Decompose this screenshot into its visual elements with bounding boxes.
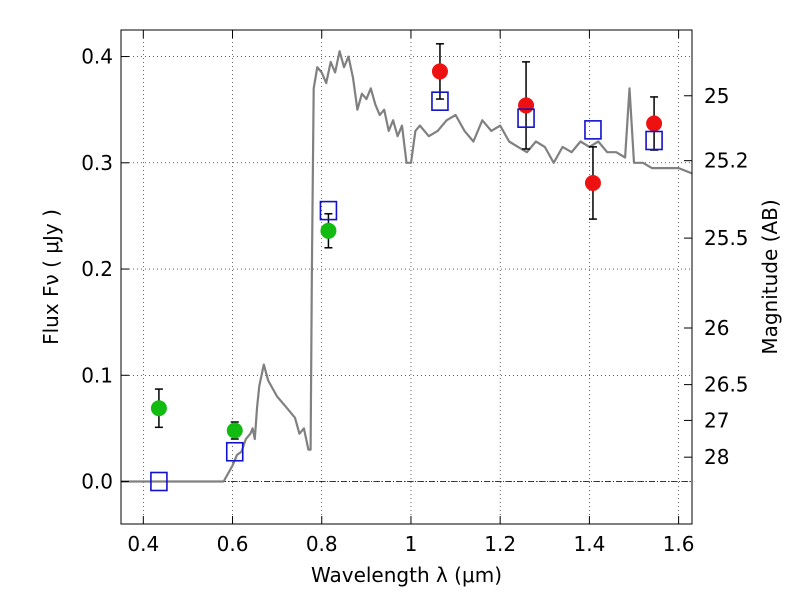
- red-circle-marker: [518, 97, 535, 114]
- photometry-markers-layer: [150, 43, 663, 492]
- mag-tick-label: 25.5: [704, 226, 749, 250]
- y-tick-label: 0.0: [81, 470, 113, 494]
- template-spectrum-layer: [121, 50, 693, 483]
- mag-tick-label: 28: [704, 445, 729, 469]
- red-circle-marker: [646, 115, 663, 132]
- x-tick-label: 0.6: [217, 532, 249, 556]
- x-tick-label: 1.4: [573, 532, 605, 556]
- model-square-marker: [645, 130, 663, 151]
- model-square-marker: [584, 120, 602, 140]
- red-circle-marker: [584, 174, 601, 191]
- x-tick-label: 1.6: [663, 532, 695, 556]
- mag-tick-label: 26.5: [704, 373, 749, 397]
- mag-tick-label: 25: [704, 84, 729, 108]
- x-axis-label: Wavelength λ (μm): [311, 563, 502, 587]
- x-tick-label: 0.4: [127, 532, 159, 556]
- mag-tick-label: 26: [704, 316, 729, 340]
- mag-tick-label: 25.2: [704, 149, 749, 173]
- model-square-marker: [150, 471, 168, 492]
- model-square-marker: [431, 91, 449, 111]
- y-tick-label: 0.4: [81, 45, 113, 69]
- model-square-marker: [319, 200, 338, 221]
- mag-tick-label: 27: [704, 408, 729, 432]
- template-spectrum-line: [121, 50, 693, 483]
- x-tick-label: 0.8: [306, 532, 338, 556]
- y-tick-label: 0.2: [81, 257, 113, 281]
- y-tick-label: 0.1: [81, 363, 113, 387]
- y2-axis-label: Magnitude (AB): [758, 199, 782, 354]
- y-axis-label: Flux Fν ( μJy ): [39, 209, 63, 345]
- grid-lines: [121, 30, 692, 524]
- green-circle-marker: [320, 222, 337, 239]
- model-square-marker: [225, 441, 244, 462]
- green-circle-marker: [150, 400, 167, 417]
- red-circle-marker: [431, 63, 448, 80]
- axis-ticks: 0.4 0.6 0.8 1 1.2 1.4 1.6 0.0 0.1 0.2 0.3 0.4 25 25.2…: [81, 30, 749, 556]
- green-circle-marker: [226, 422, 243, 439]
- model-square-marker: [517, 108, 535, 128]
- plot-frame: [120, 29, 693, 525]
- x-tick-label: 1.2: [484, 532, 516, 556]
- x-tick-label: 1: [405, 532, 418, 556]
- y-tick-label: 0.3: [81, 151, 113, 175]
